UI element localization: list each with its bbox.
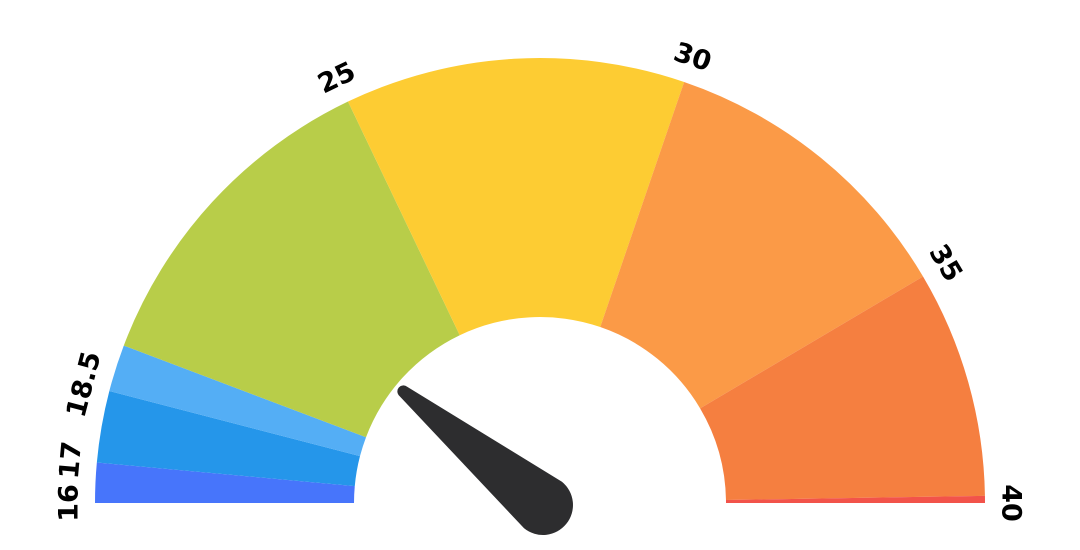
gauge-segment-0 xyxy=(95,462,355,503)
gauge-segment-1 xyxy=(96,390,360,487)
gauge-segment-4 xyxy=(348,57,685,336)
tick-label-18-5: 18.5 xyxy=(61,348,108,420)
tick-label-40: 40 xyxy=(996,484,1027,522)
gauge-segment-7 xyxy=(725,495,985,503)
gauge-segment-5 xyxy=(600,81,924,409)
gauge-segment-3 xyxy=(123,101,460,438)
gauge-segment-6 xyxy=(700,276,985,501)
tick-label-35: 35 xyxy=(923,239,969,287)
tick-label-25: 25 xyxy=(313,56,360,100)
gauge-needle xyxy=(397,385,573,535)
gauge-needle-group xyxy=(397,385,573,535)
tick-label-17: 17 xyxy=(54,440,88,480)
tick-label-30: 30 xyxy=(670,37,716,79)
tick-label-16: 16 xyxy=(54,484,85,522)
gauge-segment-2 xyxy=(109,345,367,457)
gauge-segments xyxy=(95,57,985,503)
